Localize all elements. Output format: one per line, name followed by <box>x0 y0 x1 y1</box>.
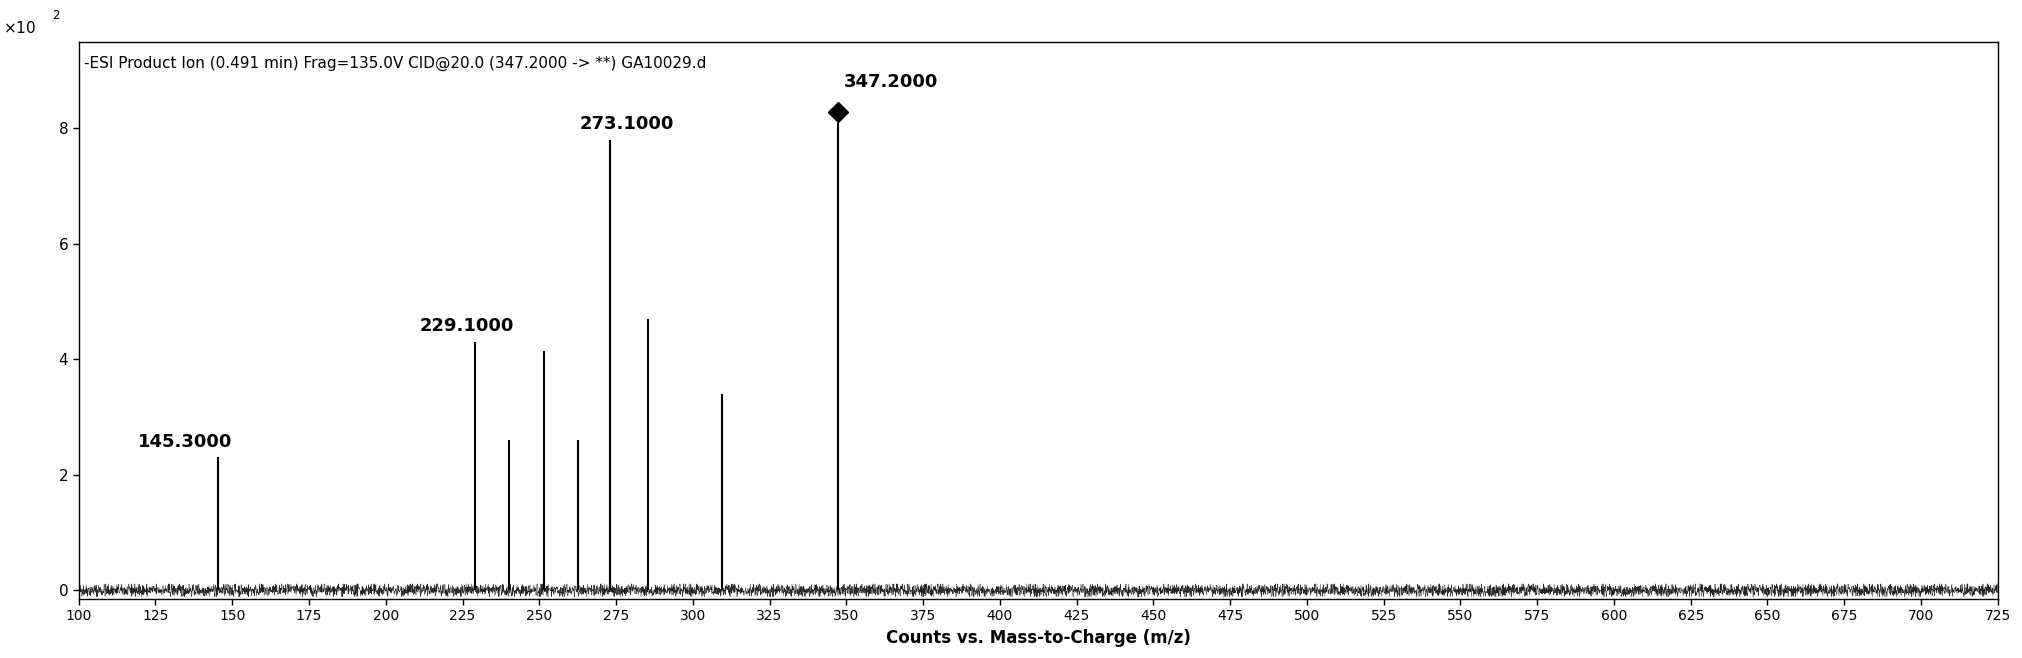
Text: -ESI Product Ion (0.491 min) Frag=135.0V CID@20.0 (347.2000 -> **) GA10029.d: -ESI Product Ion (0.491 min) Frag=135.0V… <box>85 56 708 71</box>
Text: $\times$10: $\times$10 <box>4 20 36 36</box>
Text: 229.1000: 229.1000 <box>421 317 514 335</box>
X-axis label: Counts vs. Mass-to-Charge (m/z): Counts vs. Mass-to-Charge (m/z) <box>886 629 1191 647</box>
Text: 273.1000: 273.1000 <box>580 115 673 133</box>
Text: 347.2000: 347.2000 <box>843 73 938 91</box>
Text: 145.3000: 145.3000 <box>137 432 233 451</box>
Text: 2: 2 <box>53 9 59 22</box>
